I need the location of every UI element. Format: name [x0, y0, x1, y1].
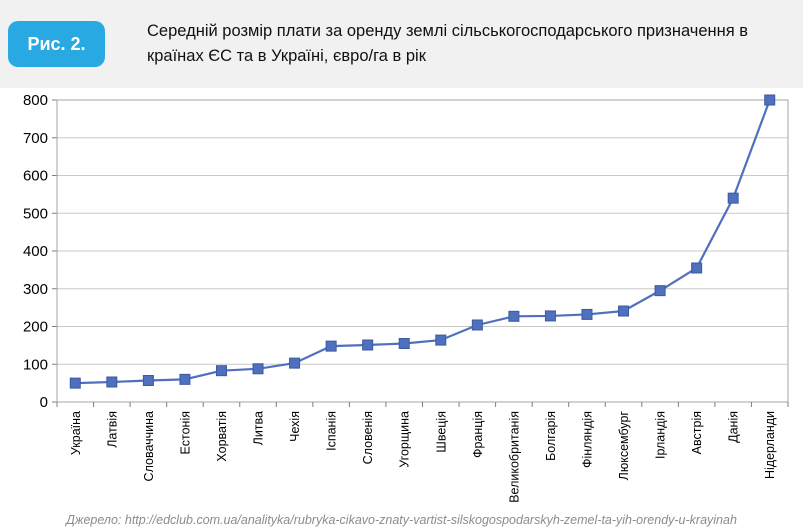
x-tick-label: Словенія — [361, 411, 375, 464]
x-tick-label: Нідерланди — [763, 411, 777, 479]
x-tick-label: Швеція — [434, 411, 448, 453]
y-tick-label: 100 — [23, 356, 48, 373]
y-tick-label: 0 — [40, 394, 48, 411]
x-tick-label: Україна — [69, 411, 83, 455]
x-tick-label: Франція — [471, 411, 485, 458]
data-point-marker — [325, 340, 337, 352]
x-tick-label: Словаччина — [142, 411, 156, 482]
x-tick-label: Литва — [252, 411, 266, 445]
data-point-marker — [581, 308, 593, 320]
x-tick-label: Люксембург — [617, 411, 631, 481]
chart-title: Середній розмір плати за оренду землі сі… — [147, 22, 749, 65]
x-tick-label: Фінляндія — [580, 411, 594, 468]
figure-number-label: Рис. 2. — [27, 33, 86, 54]
series-line — [75, 99, 771, 385]
data-point-marker — [764, 94, 776, 106]
x-tick-label: Латвія — [105, 411, 119, 448]
data-point-marker — [508, 310, 520, 322]
x-tick-label: Угорщина — [398, 411, 412, 468]
data-point-marker — [69, 377, 81, 389]
data-point-marker — [727, 192, 739, 204]
data-point-marker — [544, 310, 556, 322]
data-point-marker — [471, 319, 483, 331]
x-tick-label: Іспанія — [325, 411, 339, 451]
data-point-marker — [252, 363, 264, 375]
x-tick-label: Австрія — [690, 411, 704, 454]
data-point-marker — [362, 339, 374, 351]
figure-number-badge: Рис. 2. — [8, 21, 105, 67]
source-citation: Джерело: http://edclub.com.ua/analityka/… — [66, 513, 737, 527]
data-point-marker — [289, 357, 301, 369]
data-point-marker — [215, 365, 227, 377]
data-point-marker — [398, 337, 410, 349]
data-point-marker — [106, 376, 118, 388]
data-point-marker — [179, 373, 191, 385]
y-tick-label: 400 — [23, 243, 48, 260]
data-point-marker — [654, 285, 666, 297]
data-point-marker — [618, 305, 630, 317]
data-point-marker — [142, 374, 154, 386]
y-tick-label: 300 — [23, 281, 48, 298]
data-point-marker — [435, 334, 447, 346]
y-tick-label: 200 — [23, 319, 48, 336]
chart-svg: 0 100 200 300 400 500 600 700 800 Україна Латвія Сл… — [23, 92, 789, 503]
data-point-marker — [691, 262, 703, 274]
x-tick-label: Естонія — [178, 411, 192, 454]
x-tick-label: Данія — [727, 411, 741, 443]
chart-area: 0 100 200 300 400 500 600 700 800 Україна Латвія Сл… — [0, 88, 803, 513]
x-tick-label: Великобританія — [507, 411, 521, 503]
x-tick-label: Чехія — [288, 411, 302, 442]
x-tick-label: Болгарія — [544, 411, 558, 461]
x-tick-label: Ірландія — [654, 411, 668, 459]
y-tick-label: 500 — [23, 205, 48, 222]
x-tick-label: Хорватія — [215, 411, 229, 462]
figure-header: Рис. 2. Середній розмір плати за оренду … — [0, 0, 803, 88]
y-tick-label: 600 — [23, 168, 48, 185]
y-tick-label: 800 — [23, 92, 48, 109]
y-tick-label: 700 — [23, 130, 48, 147]
